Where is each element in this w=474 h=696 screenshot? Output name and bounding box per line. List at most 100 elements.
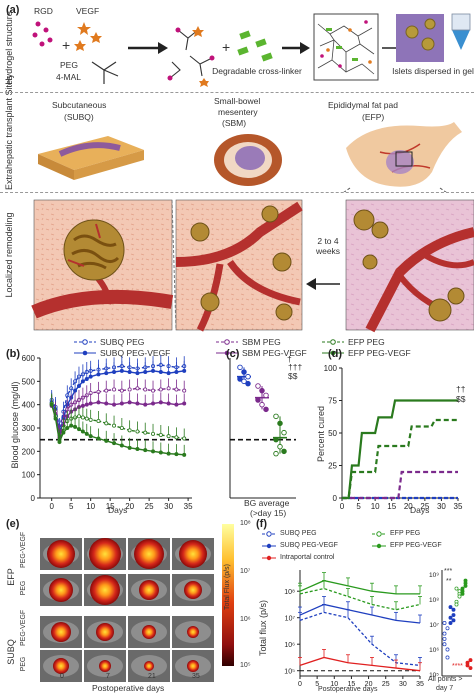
side-scatter-point <box>445 655 450 660</box>
rgd-label: RGD <box>34 6 53 16</box>
panel-f-side-xlabel2: day 7 <box>436 685 454 692</box>
col-label-21: 21 <box>148 673 156 680</box>
scatter-point <box>245 373 251 380</box>
x-tick-label: 20 <box>404 502 413 510</box>
y-tick-label: 10⁵ <box>284 669 295 676</box>
data-point <box>158 433 163 438</box>
data-point <box>151 401 156 406</box>
data-point <box>174 435 179 440</box>
data-point <box>135 429 140 434</box>
data-point <box>96 419 101 424</box>
data-point <box>73 388 78 393</box>
data-point <box>166 451 171 456</box>
panel-d-mark2: $$ <box>456 394 466 404</box>
mal-label: 4-MAL <box>56 72 82 82</box>
islets-label: Islets dispersed in gel <box>392 66 474 76</box>
y-tick-label: 300 <box>22 424 36 433</box>
colorbar-tick-5: 10⁵ <box>240 662 251 669</box>
scatter-point <box>281 429 287 436</box>
scatter-point <box>237 376 243 382</box>
survival-line-1 <box>342 470 458 500</box>
y-tick-label: 75 <box>328 397 337 406</box>
data-point <box>127 428 132 433</box>
side-scatter-point <box>460 591 465 596</box>
sbm-label-2: mesentery <box>218 107 258 117</box>
scatter-point <box>277 443 283 450</box>
signal-blob <box>142 625 156 639</box>
data-point <box>158 400 163 405</box>
signal-blob <box>47 540 75 568</box>
remodeling-illustration <box>31 199 474 333</box>
panel-e-label: (e) <box>6 518 20 530</box>
flux-line-0 <box>299 611 421 667</box>
scatter-point <box>263 406 269 413</box>
sbm-abbr: (SBM) <box>222 118 247 128</box>
data-point <box>166 401 171 406</box>
x-tick-label: 20 <box>125 502 134 510</box>
efp-label: Epididymal fat pad <box>328 100 398 110</box>
side-scatter-point <box>457 594 462 599</box>
side-scatter-point <box>448 615 453 620</box>
panel-f-label: (f) <box>256 518 267 530</box>
scatter-point <box>277 420 283 427</box>
x-tick-label: 30 <box>399 681 407 688</box>
data-point <box>104 371 109 376</box>
data-point <box>53 416 58 421</box>
panel-f-stars2: ** <box>446 578 452 585</box>
peg-label: PEG <box>60 60 78 70</box>
data-point <box>119 426 124 431</box>
data-point <box>61 430 66 435</box>
x-tick-label: 5 <box>356 502 361 510</box>
data-point <box>112 402 117 407</box>
data-point <box>65 426 70 431</box>
data-point <box>96 436 101 441</box>
f-legend-subq-peg-vegf: SUBQ PEG-VEGF <box>280 542 338 549</box>
panel-c-xlabel2: (>day 15) <box>250 508 287 518</box>
scatter-point <box>241 369 247 375</box>
panel-f-stars: *** <box>444 568 453 575</box>
panel-c-mark1: † <box>287 354 292 364</box>
side-scatter-point <box>468 666 473 671</box>
side-y-tick-label: 10⁹ <box>429 572 439 579</box>
data-point <box>174 369 179 374</box>
signal-blob <box>90 575 120 605</box>
data-point <box>158 387 163 392</box>
data-point <box>112 423 117 428</box>
svg-text:+: + <box>222 39 230 55</box>
data-point <box>88 417 93 422</box>
colorbar-tick-6: 10⁶ <box>240 616 251 623</box>
side-scatter-point <box>468 658 473 663</box>
side-scatter-point <box>454 586 459 591</box>
data-point <box>166 386 171 391</box>
data-point <box>158 369 163 374</box>
panel-f-legend <box>262 531 386 561</box>
data-point <box>76 414 81 419</box>
flux-line-4 <box>299 579 420 595</box>
data-point <box>174 387 179 392</box>
side-y-tick-label: 10⁶ <box>429 647 439 654</box>
x-tick-label: 35 <box>454 502 463 510</box>
data-point <box>166 371 171 376</box>
y-tick-label: 500 <box>22 377 36 386</box>
data-point <box>158 450 163 455</box>
data-point <box>151 368 156 373</box>
scatter-point <box>281 448 287 455</box>
data-point <box>88 434 93 439</box>
x-tick-label: 25 <box>420 502 429 510</box>
side-scatter-point <box>454 602 459 607</box>
y-tick-label: 100 <box>22 471 36 480</box>
signal-blob <box>99 660 111 672</box>
scatter-point <box>237 364 243 371</box>
f-legend-intraportal: Intraportal control <box>280 554 335 561</box>
f-legend-efp-peg: EFP PEG <box>390 530 421 537</box>
x-tick-label: 15 <box>106 502 115 510</box>
y-tick-label: 100 <box>324 364 338 373</box>
panel-d-chart: 100 75 50 25 00 5 10 15 20 25 30 35 <box>324 364 463 510</box>
side-y-tick-label: 10⁸ <box>429 597 439 604</box>
colorbar-tick-7: 10⁷ <box>240 568 251 575</box>
data-point <box>69 423 74 428</box>
data-point <box>119 388 124 393</box>
x-tick-label: 10 <box>371 502 380 510</box>
data-point <box>151 431 156 436</box>
panel-f-xlabel: Postoperative days <box>318 686 378 693</box>
